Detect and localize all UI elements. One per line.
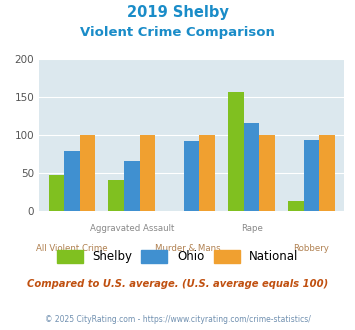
Bar — [319, 135, 335, 211]
Text: Compared to U.S. average. (U.S. average equals 100): Compared to U.S. average. (U.S. average … — [27, 279, 328, 289]
Text: © 2025 CityRating.com - https://www.cityrating.com/crime-statistics/: © 2025 CityRating.com - https://www.city… — [45, 315, 310, 324]
Bar — [109, 180, 124, 211]
Text: Violent Crime Comparison: Violent Crime Comparison — [80, 26, 275, 39]
Bar — [184, 141, 200, 211]
Bar — [288, 201, 304, 211]
Legend: Shelby, Ohio, National: Shelby, Ohio, National — [52, 245, 303, 268]
Text: 2019 Shelby: 2019 Shelby — [127, 5, 228, 20]
Text: Murder & Mans...: Murder & Mans... — [155, 244, 229, 253]
Bar — [124, 161, 140, 211]
Bar — [260, 135, 275, 211]
Text: Robbery: Robbery — [294, 244, 329, 253]
Text: Aggravated Assault: Aggravated Assault — [90, 224, 174, 233]
Bar — [244, 123, 260, 211]
Text: Rape: Rape — [241, 224, 262, 233]
Bar — [49, 175, 64, 211]
Bar — [228, 92, 244, 211]
Bar — [64, 151, 80, 211]
Bar — [200, 135, 215, 211]
Bar — [140, 135, 155, 211]
Bar — [80, 135, 95, 211]
Text: All Violent Crime: All Violent Crime — [36, 244, 108, 253]
Bar — [304, 140, 319, 211]
